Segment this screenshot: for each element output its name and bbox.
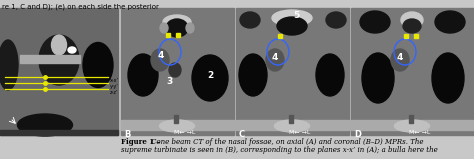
Ellipse shape [192, 55, 228, 101]
Text: D: D [354, 130, 361, 139]
Ellipse shape [166, 19, 188, 37]
Ellipse shape [186, 23, 194, 33]
Text: M← →L: M← →L [289, 130, 310, 135]
Ellipse shape [403, 19, 421, 33]
Bar [236, 120, 349, 130]
Text: 2: 2 [207, 70, 213, 80]
Ellipse shape [362, 53, 394, 103]
Ellipse shape [163, 15, 191, 29]
Text: 3: 3 [167, 77, 173, 86]
Ellipse shape [83, 42, 113, 87]
Ellipse shape [432, 53, 464, 103]
Bar [121, 120, 234, 130]
Bar [236, 8, 349, 135]
Text: 4: 4 [158, 51, 164, 59]
Ellipse shape [159, 120, 194, 132]
Ellipse shape [391, 49, 409, 71]
Ellipse shape [151, 49, 169, 71]
Ellipse shape [316, 54, 344, 96]
Bar [351, 8, 474, 135]
Text: C: C [239, 130, 245, 139]
Bar [0, 130, 118, 135]
Bar [351, 120, 474, 130]
Ellipse shape [272, 10, 312, 26]
Ellipse shape [274, 120, 310, 132]
Ellipse shape [266, 49, 284, 71]
Text: x-x’: x-x’ [110, 78, 119, 83]
Bar [409, 115, 413, 123]
Ellipse shape [52, 35, 66, 55]
Ellipse shape [435, 11, 465, 33]
Bar [289, 115, 293, 123]
Bar [20, 55, 80, 63]
Text: M← →L: M← →L [410, 130, 431, 135]
Ellipse shape [326, 12, 346, 28]
Text: 5: 5 [293, 10, 299, 20]
Text: z-z’: z-z’ [110, 90, 118, 95]
Text: supreme turbinate is seen in (B), corresponding to the planes x-x’ in (A); a bul: supreme turbinate is seen in (B), corres… [121, 146, 438, 154]
Ellipse shape [169, 63, 181, 77]
Text: y-y’: y-y’ [110, 84, 119, 89]
Ellipse shape [240, 12, 260, 28]
Text: re 1, C and D); (e) on each side the posterior: re 1, C and D); (e) on each side the pos… [2, 3, 159, 10]
Ellipse shape [394, 120, 429, 132]
Ellipse shape [239, 54, 267, 96]
Text: B: B [124, 130, 130, 139]
Bar [174, 115, 178, 123]
Ellipse shape [39, 35, 79, 85]
Text: 4: 4 [272, 53, 278, 62]
Ellipse shape [360, 11, 390, 33]
Ellipse shape [68, 47, 76, 53]
Bar [0, 8, 118, 135]
Text: 4: 4 [397, 53, 403, 62]
Text: M← →L: M← →L [174, 130, 196, 135]
Ellipse shape [160, 23, 168, 33]
Ellipse shape [0, 40, 18, 90]
Ellipse shape [401, 12, 423, 28]
Ellipse shape [277, 17, 307, 35]
Text: Figure 1 –: Figure 1 – [121, 138, 163, 146]
Ellipse shape [18, 114, 73, 136]
Ellipse shape [128, 54, 158, 96]
Bar [121, 8, 234, 135]
Text: Cone beam CT of the nasal fossae, on axial (A) and coronal (B–D) MPRs. The: Cone beam CT of the nasal fossae, on axi… [151, 138, 423, 146]
